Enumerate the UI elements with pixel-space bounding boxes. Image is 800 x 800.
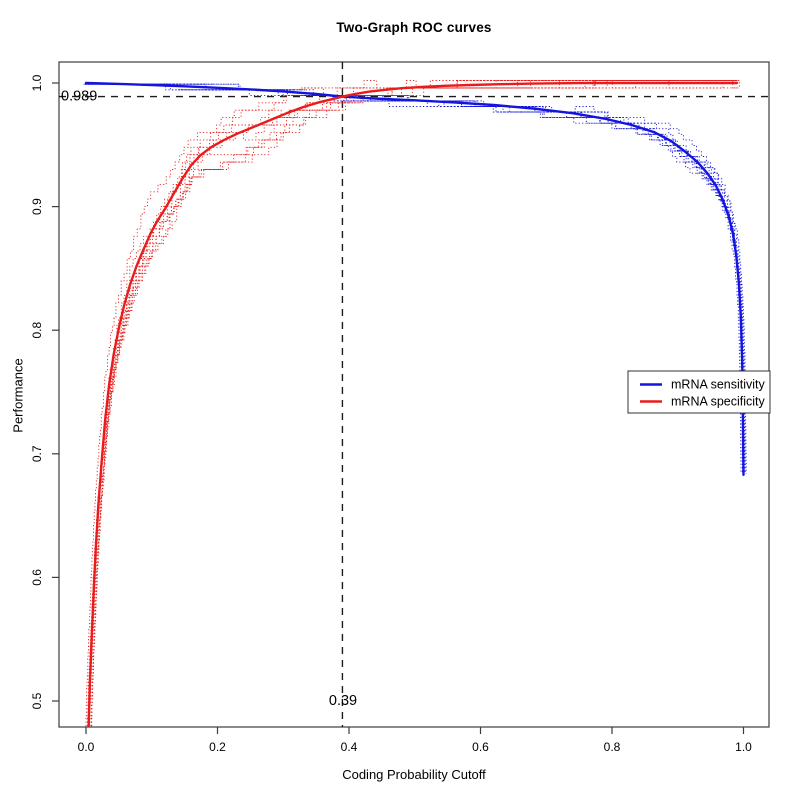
y-tick-label: 0.7 bbox=[30, 445, 44, 462]
sensitivity-curve bbox=[84, 81, 745, 476]
chart-title: Two-Graph ROC curves bbox=[336, 20, 492, 35]
axes: 0.0 0.2 0.4 0.6 0.8 1.0 0.5 0.6 0.7 0.8 0.9 1.0 bbox=[30, 61, 770, 754]
sensitivity-replicate-curve bbox=[85, 83, 743, 474]
sensitivity-replicate-curve bbox=[83, 83, 742, 474]
x-tick-label: 0.0 bbox=[78, 740, 95, 754]
specificity-curve bbox=[87, 81, 739, 727]
legend-specificity-label: mRNA specificity bbox=[671, 395, 766, 409]
specificity-replicate-curve bbox=[85, 80, 734, 727]
sensitivity-replicate-curve bbox=[87, 83, 746, 474]
y-tick-label: 1.0 bbox=[30, 74, 44, 91]
y-tick-label: 0.5 bbox=[30, 692, 44, 709]
legend-sensitivity-label: mRNA sensitivity bbox=[671, 378, 766, 392]
reference-lines bbox=[59, 62, 769, 727]
y-tick-label: 0.6 bbox=[30, 569, 44, 586]
x-tick-label: 0.6 bbox=[472, 740, 489, 754]
threshold-annotation-0.989: 0.989 bbox=[61, 88, 98, 105]
mean-curves bbox=[84, 81, 745, 727]
specificity-replicate-curve bbox=[90, 80, 740, 727]
x-tick-label: 0.4 bbox=[341, 740, 358, 754]
y-axis-label: Performance bbox=[10, 358, 26, 433]
sensitivity-replicate-curve bbox=[87, 83, 746, 474]
y-tick-label: 0.8 bbox=[30, 322, 44, 339]
x-tick-label: 1.0 bbox=[735, 740, 752, 754]
sensitivity-replicate-curve bbox=[88, 83, 747, 474]
x-axis-label: Coding Probability Cutoff bbox=[342, 767, 486, 782]
cutoff-annotation-0.39: 0.39 bbox=[328, 693, 358, 709]
replicate-curves bbox=[83, 80, 747, 727]
sensitivity-replicate-curve bbox=[85, 83, 744, 474]
y-tick-label: 0.9 bbox=[30, 198, 44, 215]
legend-box bbox=[627, 370, 771, 414]
sensitivity-replicate-curve bbox=[85, 83, 744, 474]
sensitivity-replicate-curve bbox=[85, 83, 744, 474]
legend: mRNA sensitivity mRNA specificity bbox=[627, 370, 771, 414]
x-tick-label: 0.8 bbox=[604, 740, 621, 754]
sensitivity-replicate-curve bbox=[84, 83, 743, 474]
x-tick-label: 0.2 bbox=[209, 740, 226, 754]
